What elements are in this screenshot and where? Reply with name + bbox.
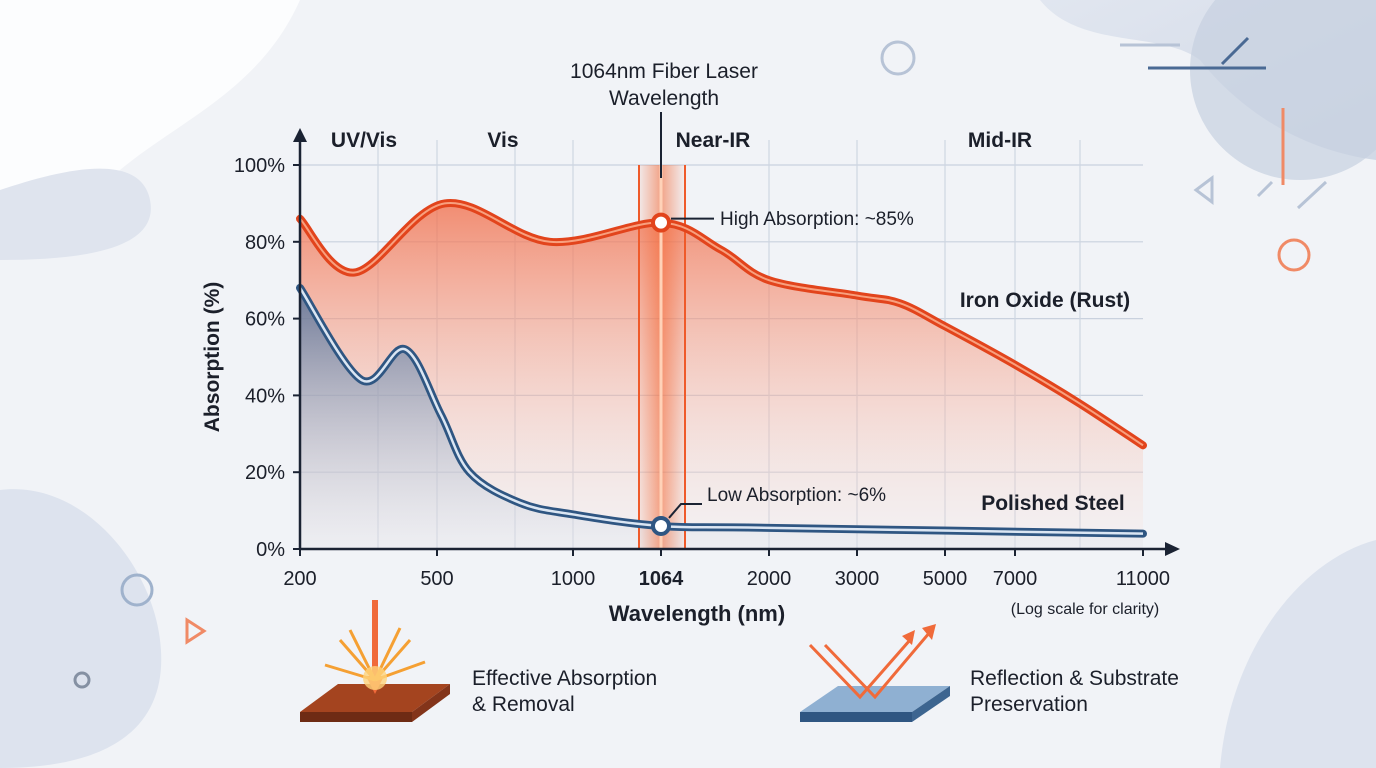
caption-reflection-line2: Preservation: [970, 693, 1088, 716]
x-tick-label: 1000: [551, 568, 596, 590]
x-tick-label: 2000: [747, 568, 792, 590]
y-tick-label: 0%: [256, 539, 285, 561]
highlight-label-line2: Wavelength: [609, 87, 719, 110]
region-uv-vis: UV/Vis: [331, 129, 397, 152]
caption-reflection-line1: Reflection & Substrate: [970, 667, 1179, 690]
legend-polished-steel: Polished Steel: [981, 492, 1125, 515]
x-tick-label: 1064: [639, 568, 684, 590]
y-tick-label: 40%: [245, 385, 285, 407]
annotation-high-absorption: High Absorption: ~85%: [720, 209, 914, 230]
y-tick-label: 20%: [245, 462, 285, 484]
region-near-ir: Near-IR: [676, 129, 751, 152]
rust-removal-icon: [300, 600, 450, 722]
x-axis-arrow: [1165, 542, 1180, 556]
highlight-label-line1: 1064nm Fiber Laser: [570, 60, 758, 83]
annotation-low-absorption: Low Absorption: ~6%: [707, 485, 886, 506]
x-tick-label: 200: [283, 568, 316, 590]
reflection-icon: [800, 624, 950, 722]
iron-oxide-area: [300, 202, 1143, 549]
caption-reflection: Reflection & Substrate Preservation: [970, 666, 1179, 718]
polished-steel-area: [300, 287, 1143, 549]
polished-steel-line-highlight: [298, 287, 1144, 535]
caption-absorption: Effective Absorption & Removal: [472, 666, 657, 718]
x-tick-label: 3000: [835, 568, 880, 590]
y-axis-label: Absorption (%): [201, 282, 224, 432]
region-vis: Vis: [487, 129, 518, 152]
x-tick-label: 7000: [993, 568, 1038, 590]
low-absorption-point: [651, 515, 671, 536]
caption-absorption-line1: Effective Absorption: [472, 667, 658, 690]
legend-iron-oxide: Iron Oxide (Rust): [960, 289, 1130, 312]
annotation-leader: [668, 502, 702, 519]
y-tick-label: 60%: [245, 309, 285, 331]
y-axis-arrow: [293, 128, 307, 142]
x-tick-label: 500: [420, 568, 453, 590]
region-mid-ir: Mid-IR: [968, 129, 1032, 152]
x-axis-note: (Log scale for clarity): [1011, 601, 1160, 618]
y-tick-label: 100%: [234, 155, 285, 177]
axes: 0% 20% 40% 60% 80% 100% 200 500 1000 1064 2000 3000…: [234, 128, 1180, 590]
high-absorption-point: [651, 212, 671, 233]
x-axis-label: Wavelength (nm): [609, 601, 785, 626]
iron-oxide-line-highlight: [299, 202, 1144, 447]
y-tick-label: 80%: [245, 232, 285, 254]
x-tick-label: 5000: [923, 568, 968, 590]
x-tick-label: 11000: [1116, 568, 1170, 590]
caption-absorption-line2: & Removal: [472, 693, 575, 716]
